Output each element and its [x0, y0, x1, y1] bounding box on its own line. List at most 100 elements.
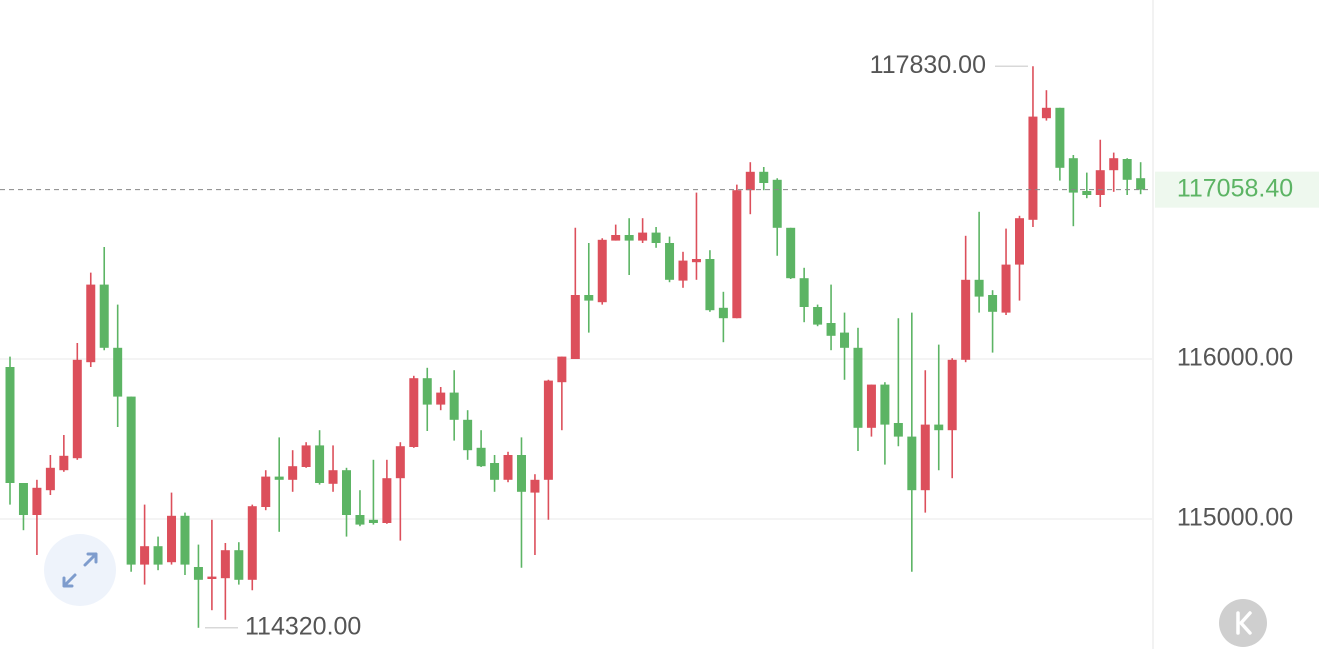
- candle-body: [826, 323, 836, 336]
- candle-body: [368, 519, 378, 523]
- candle-body: [1122, 159, 1132, 180]
- candle-body: [624, 235, 634, 241]
- candle-body: [651, 232, 661, 243]
- candle-body: [5, 367, 15, 483]
- candle-body: [382, 478, 392, 523]
- candle-body: [247, 506, 257, 580]
- candle-body: [665, 243, 675, 280]
- candle-body: [315, 445, 325, 483]
- plot-area: 117830.00 114320.00: [0, 51, 1152, 640]
- low-annotation: 114320.00: [245, 612, 361, 640]
- candle-body: [974, 279, 984, 297]
- candle-body: [516, 455, 526, 492]
- last-price-label: 117058.40: [1177, 174, 1293, 202]
- k-button[interactable]: [1219, 599, 1267, 647]
- candle-body: [530, 479, 540, 493]
- candle-body: [638, 232, 648, 241]
- candle-body: [261, 476, 271, 507]
- k-icon[interactable]: [1236, 611, 1252, 635]
- candle-body: [288, 466, 298, 480]
- candle-body: [961, 279, 971, 360]
- candle-body: [759, 171, 769, 183]
- candle-body: [301, 445, 311, 467]
- candle-body: [543, 380, 553, 480]
- candle-body: [947, 359, 957, 431]
- candle-body: [126, 396, 136, 565]
- candle-body: [1028, 116, 1038, 220]
- candle-body: [678, 260, 688, 281]
- high-annotation: 117830.00: [870, 51, 986, 79]
- candle-body: [799, 278, 809, 307]
- candle-body: [59, 455, 69, 471]
- candle-body: [18, 483, 28, 515]
- candle-body: [45, 467, 55, 491]
- candle-body: [853, 347, 863, 428]
- candle-body: [718, 307, 728, 319]
- candle-body: [1068, 158, 1078, 193]
- candle-body: [597, 239, 607, 303]
- candle-body: [328, 470, 338, 484]
- candle-body: [1136, 178, 1146, 190]
- candle-body: [180, 515, 190, 565]
- candle-body: [113, 347, 123, 397]
- candle-body: [220, 550, 230, 579]
- candle-body: [1109, 158, 1119, 171]
- candle-body: [840, 332, 850, 348]
- candle-body: [745, 171, 755, 191]
- candle-body: [691, 259, 701, 263]
- candle-body: [193, 567, 203, 580]
- candle-body: [234, 550, 244, 580]
- candle-body: [920, 424, 930, 491]
- candle-body: [772, 179, 782, 228]
- candle-body: [934, 424, 944, 431]
- candle-body: [395, 446, 405, 479]
- candle-body: [1001, 264, 1011, 313]
- candle-body: [503, 455, 513, 480]
- candle-body: [355, 515, 365, 525]
- candle-body: [463, 419, 473, 451]
- candle-body: [153, 546, 163, 565]
- candle-body: [167, 515, 177, 563]
- candle-body: [342, 470, 351, 515]
- y-tick-label: 116000.00: [1177, 344, 1293, 372]
- candle-body: [893, 423, 903, 437]
- candle-body: [584, 295, 594, 301]
- candle-body: [140, 546, 150, 565]
- candle-body: [99, 284, 109, 348]
- candle-body: [207, 576, 217, 579]
- candle-body: [1015, 218, 1024, 265]
- candle-body: [32, 487, 42, 515]
- candle-body: [274, 476, 284, 480]
- candle-body: [988, 295, 998, 312]
- candle-body: [1082, 191, 1092, 195]
- candle-body: [786, 227, 796, 279]
- last-price-bg: [1155, 171, 1319, 208]
- expand-button[interactable]: [44, 534, 116, 606]
- candle-body: [880, 384, 890, 425]
- candle-body: [476, 447, 486, 467]
- candle-body: [705, 259, 715, 311]
- expand-button-bg[interactable]: [44, 534, 116, 606]
- candle-body: [907, 436, 917, 491]
- candle-body: [409, 378, 419, 447]
- candle-body: [1095, 170, 1105, 195]
- candle-body: [866, 384, 876, 428]
- candle-body: [449, 392, 459, 420]
- candle-body: [422, 378, 432, 405]
- candle-body: [732, 190, 742, 319]
- candle-body: [436, 392, 446, 405]
- candle-body: [570, 295, 580, 359]
- candle-body: [611, 235, 621, 241]
- candle-body: [813, 307, 823, 325]
- candle-body: [86, 284, 96, 363]
- expand-icon[interactable]: [62, 552, 98, 588]
- candle-body: [1041, 107, 1051, 119]
- candle-body: [1055, 107, 1065, 168]
- y-tick-label: 115000.00: [1177, 504, 1293, 532]
- candle-body: [557, 356, 567, 383]
- candle-body: [72, 359, 82, 459]
- candle-body: [490, 463, 500, 480]
